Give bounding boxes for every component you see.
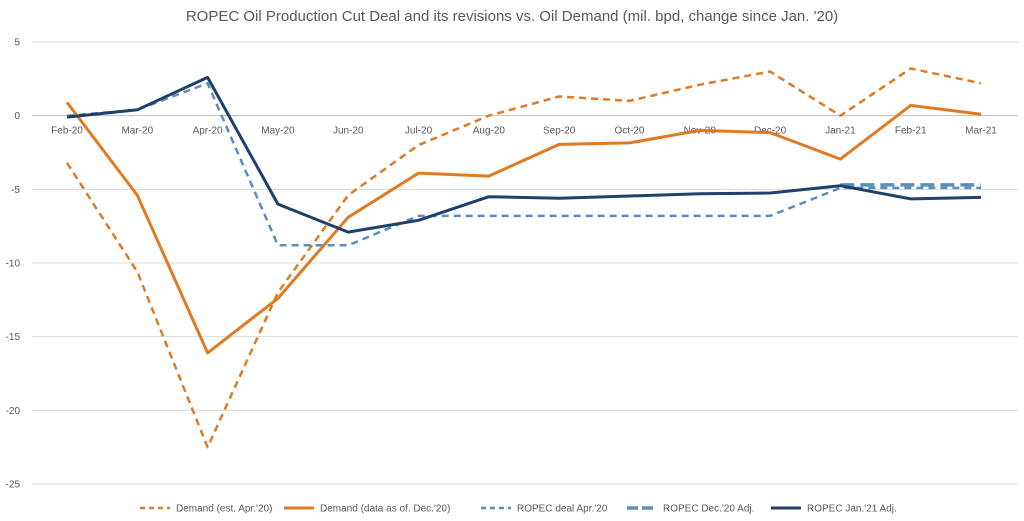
legend-label: ROPEC Jan.'21 Adj. [807,504,897,515]
x-tick-label: Jun-20 [333,126,364,137]
y-tick-label: -20 [6,406,21,417]
y-tick-label: -10 [6,259,21,270]
x-tick-label: Feb-21 [895,126,927,137]
x-tick-label: Mar-21 [965,126,997,137]
y-tick-label: -25 [6,480,21,491]
x-tick-label: May-20 [261,126,295,137]
legend-label: ROPEC Dec.'20 Adj. [663,504,754,515]
series-line [65,101,982,355]
y-tick-label: -15 [6,332,21,343]
x-tick-label: Mar-20 [121,126,153,137]
series-line [66,75,982,234]
x-tick-label: Oct-20 [614,126,644,137]
x-tick-label: Aug-20 [473,126,506,137]
x-tick-label: Jul-20 [405,126,433,137]
y-tick-label: 0 [14,111,20,122]
x-tick-label: Jan-21 [825,126,856,137]
y-tick-label: 5 [14,38,20,49]
series-line [66,82,981,247]
y-tick-label: -5 [11,185,20,196]
chart-title: ROPEC Oil Production Cut Deal and its re… [185,8,839,25]
legend-label: Demand (data as of. Dec.'20) [320,504,450,515]
legend-label: ROPEC deal Apr.'20 [517,504,608,515]
x-tick-label: Apr-20 [193,126,223,137]
series-line [65,67,982,449]
x-tick-label: Feb-20 [51,126,83,137]
x-tick-label: Sep-20 [543,126,576,137]
legend-label: Demand (est. Apr.'20) [176,504,272,515]
